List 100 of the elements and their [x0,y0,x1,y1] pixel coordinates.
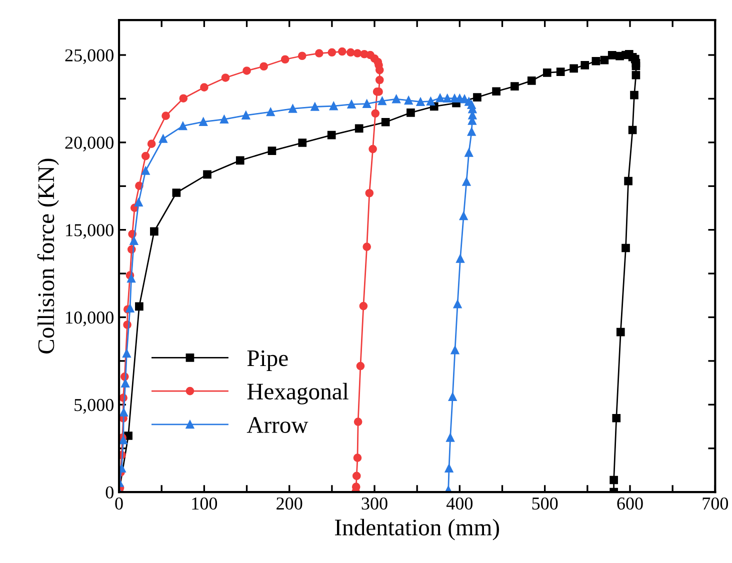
point [392,94,400,104]
point [570,64,578,73]
point [356,362,365,370]
point [310,102,320,111]
point [608,51,616,60]
point [404,96,413,105]
point [527,76,536,85]
point [162,112,170,120]
point [600,56,609,64]
point [464,148,474,157]
point [436,94,444,102]
point [134,198,143,207]
point [612,414,621,422]
point [443,94,452,103]
point [338,47,346,56]
point [622,244,630,252]
y-axis-title: Collision force (KN) [37,158,59,354]
point [141,166,150,175]
point [580,60,590,70]
point [353,454,362,462]
point [242,66,251,75]
x-tick-label: 200 [276,497,302,510]
legend-label: Pipe [247,350,288,371]
point [456,254,464,263]
point [352,472,361,480]
point [592,56,600,66]
point [375,76,384,84]
point [444,464,454,472]
x-axis-title: Indentation (mm) [335,518,499,540]
point [510,82,519,90]
y-tick-label: 0 [106,486,114,499]
point [199,118,208,126]
y-tick-label: 25,000 [65,49,114,64]
point [314,49,324,58]
x-tick-label: 700 [702,497,728,510]
point [446,434,454,442]
point [354,124,364,133]
x-tick-label: 400 [446,497,473,510]
point [141,152,150,160]
point [354,418,362,426]
point [542,68,552,77]
x-tick-label: 0 [115,497,123,510]
point [492,87,500,96]
point [298,138,307,147]
point [630,90,638,100]
point [268,146,276,155]
point [298,52,306,60]
point [448,392,457,401]
point [624,176,632,186]
point [172,188,181,197]
point [362,242,372,251]
point [416,98,425,106]
point [610,476,618,484]
point [242,111,250,120]
point [459,212,468,220]
point [130,236,138,246]
point [450,346,460,354]
point [328,48,336,57]
point [178,122,188,130]
point [346,48,355,57]
y-tick-label: 20,000 [65,136,114,152]
point [359,302,368,310]
point [221,74,230,82]
point [406,108,415,117]
point [288,104,297,113]
x-tick-label: 100 [192,497,218,510]
point [236,156,244,165]
point [327,130,336,140]
point [616,328,625,336]
point [462,178,471,186]
point [362,100,372,108]
point [378,96,386,106]
point [266,108,275,116]
y-tick-label: 10,000 [66,312,114,326]
point [371,109,380,118]
point [200,83,208,92]
point [122,349,131,358]
point [158,134,168,143]
point [260,62,268,71]
point [147,140,156,148]
point [368,144,377,154]
x-tick-label: 500 [532,497,558,510]
point [203,170,212,179]
point [120,408,128,417]
point [135,302,144,311]
point [127,274,136,283]
legend-label: Arrow [246,417,308,433]
point [280,55,290,64]
point [426,97,435,106]
y-tick-label: 5,000 [74,398,114,414]
point [179,94,188,103]
point [329,102,338,110]
point [628,126,637,134]
point [381,118,390,126]
point [632,70,640,80]
point [126,304,134,312]
x-tick-label: 300 [362,497,388,510]
point [365,188,374,198]
x-tick-label: 600 [617,497,643,510]
point [473,93,482,102]
